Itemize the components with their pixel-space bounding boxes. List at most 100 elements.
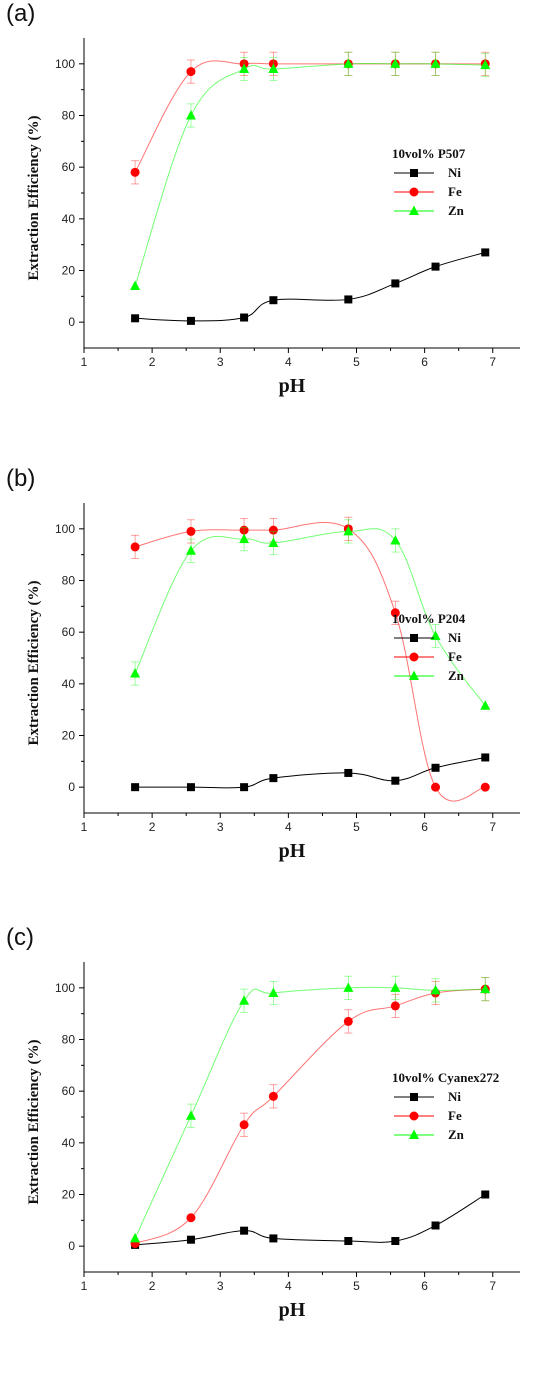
- y-tick-label: 100: [55, 522, 75, 536]
- data-point: [130, 1232, 141, 1243]
- legend-marker: [410, 634, 418, 642]
- legend-entry: Fe: [448, 649, 462, 664]
- x-tick-label: 4: [285, 820, 292, 834]
- y-tick-label: 100: [55, 57, 75, 71]
- x-tick-label: 4: [285, 355, 292, 369]
- legend-entry: Ni: [448, 1089, 461, 1104]
- data-point: [343, 982, 354, 992]
- y-tick-label: 80: [62, 1033, 76, 1047]
- data-point: [344, 295, 353, 304]
- legend-marker: [409, 652, 419, 662]
- x-tick-label: 5: [353, 1279, 360, 1293]
- legend-marker: [410, 169, 418, 177]
- series-ni: [131, 753, 490, 792]
- x-tick-label: 4: [285, 1279, 292, 1293]
- legend-entry: Ni: [448, 630, 461, 645]
- x-axis-label: pH: [279, 1299, 306, 1321]
- x-tick-label: 6: [421, 1279, 428, 1293]
- legend-entry: Ni: [448, 165, 461, 180]
- data-point: [390, 1001, 400, 1011]
- y-tick-label: 0: [68, 780, 75, 794]
- data-point: [269, 1234, 278, 1243]
- legend-entry: Zn: [448, 1127, 465, 1142]
- x-tick-label: 3: [217, 820, 224, 834]
- series-line: [135, 1194, 486, 1246]
- y-axis-label: Extraction Efficiency (%): [26, 116, 42, 281]
- series-zn: [130, 975, 491, 1243]
- data-point: [130, 668, 141, 678]
- series-line: [134, 62, 486, 287]
- data-point: [480, 59, 491, 70]
- data-point: [431, 782, 441, 792]
- legend-title: 10vol% P204: [392, 611, 466, 626]
- data-point: [430, 984, 441, 995]
- series-line: [135, 756, 486, 789]
- x-tick-label: 3: [217, 1279, 224, 1293]
- data-point: [185, 110, 196, 120]
- y-axis-label: Extraction Efficiency (%): [26, 1040, 42, 1205]
- data-point: [131, 314, 140, 323]
- data-point: [186, 1235, 195, 1244]
- legend-marker: [409, 1129, 419, 1139]
- data-point: [390, 608, 400, 618]
- data-point: [186, 783, 195, 792]
- data-point: [344, 1237, 353, 1245]
- data-point: [390, 982, 401, 992]
- data-point: [186, 1213, 196, 1223]
- series-line: [134, 522, 486, 802]
- legend-title: 10vol% P507: [392, 146, 466, 161]
- data-point: [239, 533, 250, 544]
- x-tick-label: 1: [81, 820, 88, 834]
- data-point: [430, 58, 441, 68]
- y-tick-label: 100: [55, 981, 75, 995]
- x-tick-label: 1: [81, 355, 88, 369]
- y-tick-label: 80: [62, 109, 76, 123]
- data-point: [268, 1091, 278, 1101]
- x-tick-label: 1: [81, 1279, 88, 1293]
- chart-panel-c: (c) 1 2 3 4 5 6 7 0 20 40 60 80 100 pH Extraction Effi…: [0, 924, 550, 1354]
- chart-b-svg: 1 2 3 4 5 6 7 0 20 40 60 80 100 pH Extraction Efficien…: [26, 503, 520, 862]
- y-tick-label: 20: [62, 264, 76, 278]
- data-point: [481, 1190, 490, 1199]
- data-point: [130, 542, 140, 552]
- legend-entry: Zn: [448, 668, 465, 683]
- legend-marker: [410, 1093, 418, 1101]
- y-tick-label: 40: [62, 1136, 76, 1150]
- series-ni: [131, 248, 490, 325]
- x-tick-label: 5: [353, 355, 360, 369]
- data-point: [268, 525, 278, 535]
- chart-a-svg: 1 2 3 4 5 6 7 0 20 40 60 80 100 pH Extraction Efficien…: [26, 38, 520, 397]
- y-tick-label: 60: [62, 1084, 76, 1098]
- x-tick-label: 7: [489, 1279, 496, 1293]
- data-point: [391, 776, 400, 785]
- data-point: [239, 995, 250, 1005]
- data-point: [481, 753, 490, 762]
- y-tick-label: 40: [62, 677, 76, 691]
- y-tick-label: 0: [68, 315, 75, 329]
- data-point: [268, 537, 279, 548]
- series-line: [134, 986, 486, 1239]
- data-point: [390, 58, 401, 68]
- legend-marker: [409, 187, 419, 197]
- data-point: [186, 316, 195, 325]
- panel-label: (a): [6, 0, 36, 27]
- legend-marker: [409, 205, 419, 215]
- chart-c-svg: 1 2 3 4 5 6 7 0 20 40 60 80 100 pH Extraction Efficien…: [26, 962, 520, 1321]
- data-point: [131, 783, 140, 792]
- data-point: [130, 167, 140, 177]
- data-point: [430, 630, 441, 641]
- legend-marker: [409, 670, 419, 680]
- x-tick-label: 6: [421, 355, 428, 369]
- data-point: [481, 248, 490, 257]
- y-tick-label: 0: [68, 1239, 75, 1253]
- data-point: [185, 545, 196, 555]
- data-point: [186, 67, 196, 77]
- x-tick-label: 2: [149, 355, 156, 369]
- x-axis-label: pH: [279, 375, 306, 397]
- chart-panel-a: (a) 1 2 3 4 5 6 7 0 20 40 60 80 100 pH Extraction Effi…: [0, 0, 550, 430]
- series-zn: [130, 51, 491, 290]
- data-point: [431, 262, 440, 271]
- legend-title: 10vol% Cyanex272: [392, 1070, 499, 1085]
- data-point: [239, 1120, 249, 1130]
- y-tick-label: 80: [62, 574, 76, 588]
